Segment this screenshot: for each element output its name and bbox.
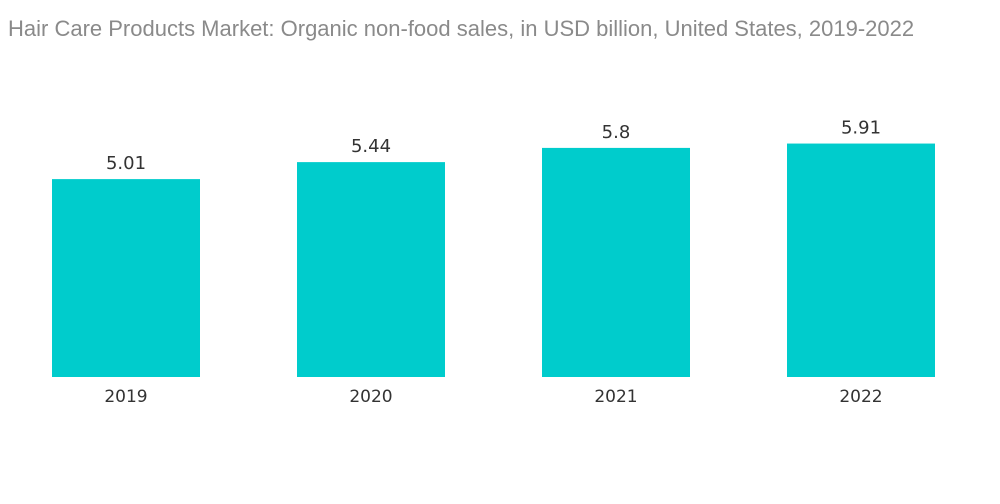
chart-title: Hair Care Products Market: Organic non-f… [8,16,915,41]
bar-2021 [542,147,690,377]
value-label-2022: 5.91 [841,118,881,139]
value-label-2020: 5.44 [351,136,391,157]
bar-2022 [787,143,935,377]
x-tick-labels-group: 2019 2020 2021 2022 [104,387,882,407]
x-tick-label-2021: 2021 [594,387,637,407]
value-labels-group: 5.01 5.44 5.8 5.91 [106,118,881,175]
bar-2020 [297,162,445,377]
value-label-2019: 5.01 [106,153,146,174]
value-label-2021: 5.8 [602,122,631,143]
bars-group [52,143,935,377]
x-tick-label-2022: 2022 [839,387,882,407]
x-tick-label-2020: 2020 [349,387,392,407]
x-tick-label-2019: 2019 [104,387,147,407]
bar-2019 [52,179,200,377]
